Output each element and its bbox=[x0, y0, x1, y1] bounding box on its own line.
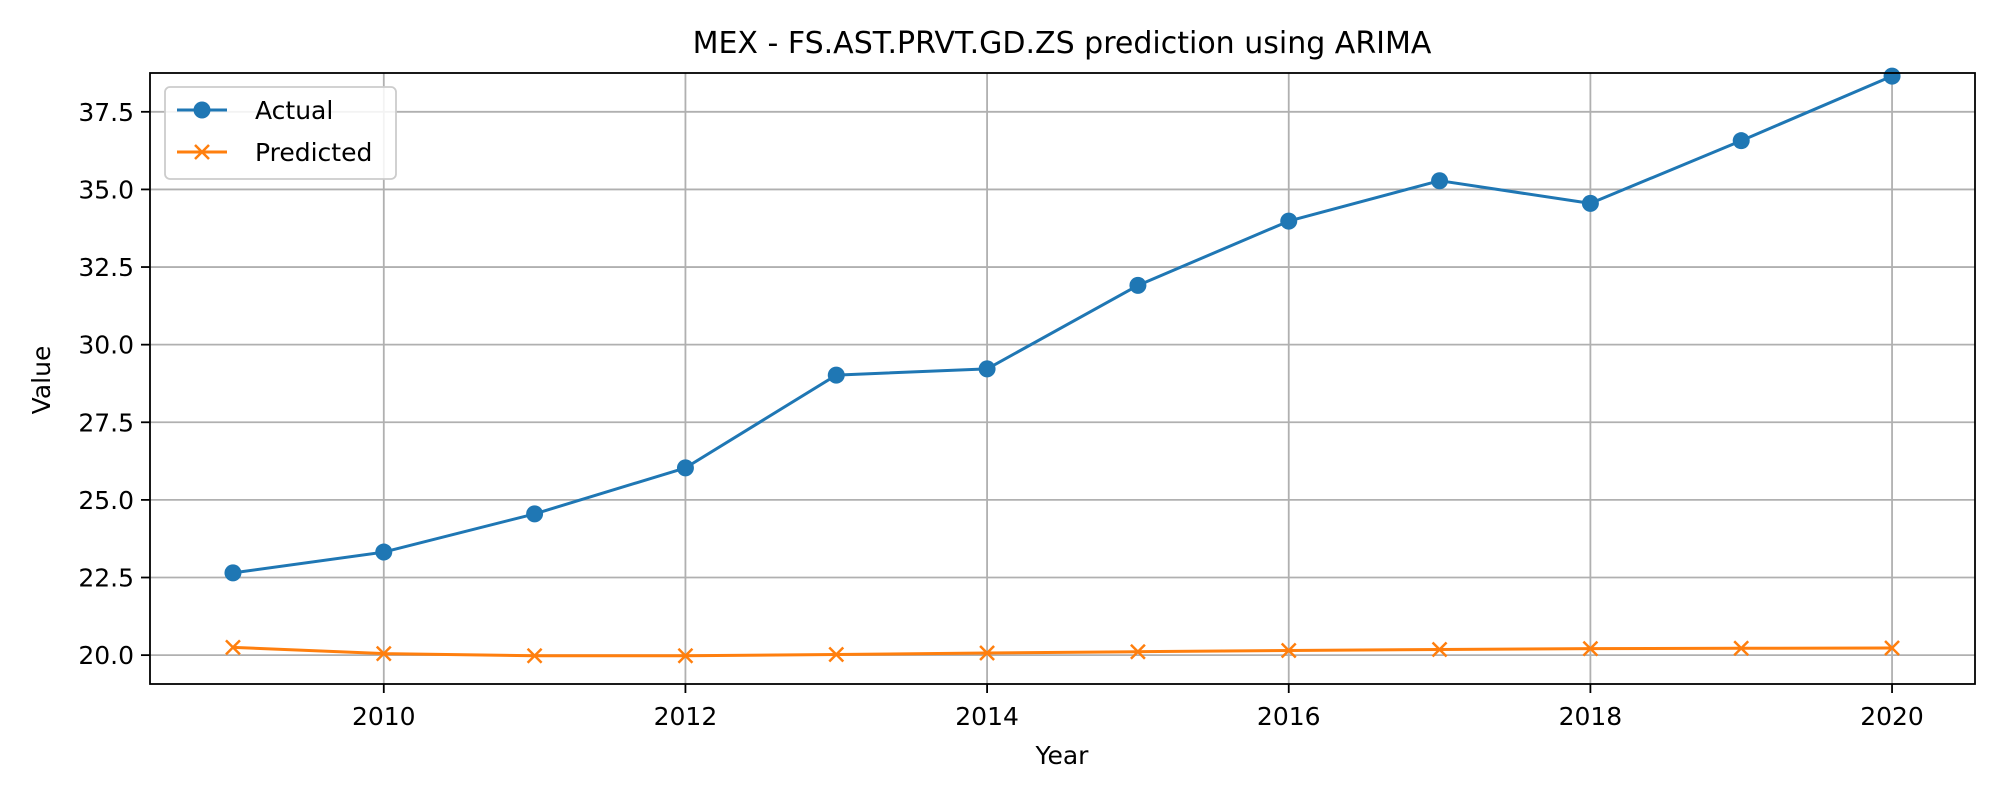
x-axis-label: Year bbox=[1035, 741, 1090, 770]
data-point-predicted bbox=[979, 645, 995, 661]
data-point-actual bbox=[978, 360, 996, 378]
data-point-predicted bbox=[1431, 641, 1448, 658]
y-tick-label: 37.5 bbox=[78, 98, 134, 127]
legend-actual-marker bbox=[193, 101, 211, 119]
data-point-predicted bbox=[1733, 640, 1750, 657]
data-point-predicted bbox=[677, 647, 694, 664]
data-point-actual bbox=[526, 505, 544, 523]
data-point-predicted bbox=[1130, 643, 1146, 660]
y-axis: 20.0 22.5 25.0 27.5 30.0 32.5 35.0 37.5 bbox=[78, 98, 150, 670]
chart-title: MEX - FS.AST.PRVT.GD.ZS prediction using… bbox=[693, 26, 1432, 61]
legend-predicted-label: Predicted bbox=[255, 138, 372, 167]
y-tick-label: 27.5 bbox=[78, 408, 134, 437]
grid-lines bbox=[150, 73, 1975, 684]
x-tick-label: 2016 bbox=[1257, 702, 1321, 731]
data-point-actual bbox=[1280, 212, 1298, 230]
x-tick-label: 2012 bbox=[654, 702, 718, 731]
y-axis-label: Value bbox=[27, 346, 56, 415]
legend-predicted-marker bbox=[194, 144, 210, 160]
data-point-predicted bbox=[1582, 640, 1599, 657]
data-point-predicted bbox=[526, 647, 543, 664]
data-point-actual bbox=[1129, 276, 1147, 294]
x-tick-label: 2018 bbox=[1559, 702, 1623, 731]
data-point-actual bbox=[1883, 67, 1901, 85]
data-point-predicted bbox=[1280, 642, 1297, 659]
data-point-actual bbox=[676, 459, 694, 477]
y-tick-label: 30.0 bbox=[78, 331, 134, 360]
data-point-predicted bbox=[828, 646, 845, 663]
data-point-actual bbox=[224, 564, 242, 582]
y-tick-label: 35.0 bbox=[78, 175, 134, 204]
data-point-predicted bbox=[375, 645, 392, 662]
series-actual bbox=[224, 67, 1901, 582]
y-tick-label: 20.0 bbox=[78, 641, 134, 670]
x-tick-label: 2014 bbox=[955, 702, 1019, 731]
x-tick-label: 2020 bbox=[1860, 702, 1924, 731]
legend-actual-label: Actual bbox=[255, 96, 333, 125]
y-tick-label: 25.0 bbox=[78, 486, 134, 515]
y-tick-label: 22.5 bbox=[78, 564, 134, 593]
y-tick-label: 32.5 bbox=[78, 253, 134, 282]
x-tick-label: 2010 bbox=[352, 702, 416, 731]
data-point-actual bbox=[1431, 172, 1449, 190]
data-point-predicted bbox=[1884, 640, 1900, 656]
series-predicted bbox=[225, 639, 1900, 664]
data-point-actual bbox=[375, 543, 393, 561]
data-point-actual bbox=[1581, 194, 1599, 212]
data-point-predicted bbox=[225, 639, 241, 656]
x-axis: 2010 2012 2014 2016 2018 2020 bbox=[352, 684, 1924, 731]
plot-frame bbox=[149, 72, 1976, 685]
data-point-actual bbox=[827, 366, 845, 384]
data-point-actual bbox=[1732, 132, 1750, 150]
plot-series bbox=[224, 67, 1901, 664]
legend: Actual Predicted bbox=[164, 86, 397, 180]
series-line-predicted bbox=[232, 645, 1893, 658]
series-line-actual bbox=[232, 74, 1893, 575]
